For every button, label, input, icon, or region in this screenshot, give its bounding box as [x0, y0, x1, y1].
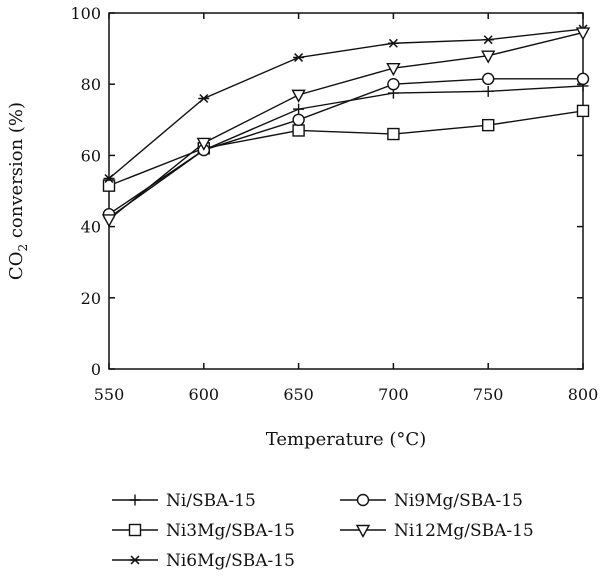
series-markers: [101, 24, 591, 228]
legend-label: Ni/SBA-15: [166, 491, 256, 511]
series-line-square: [108, 110, 584, 187]
data-point-circle: [387, 77, 400, 91]
y-tick-label: 20: [81, 289, 101, 308]
series-lines: [108, 28, 584, 221]
legend-label: Ni12Mg/SBA-15: [394, 521, 534, 541]
y-tick-label: 40: [81, 218, 101, 237]
data-point-circle: [482, 72, 495, 86]
x-axis-label: Temperature (°C): [266, 429, 426, 450]
data-point-square: [576, 104, 590, 118]
y-axis-label-suffix: conversion (%): [6, 102, 27, 244]
y-tick-label: 100: [70, 4, 101, 23]
data-point-triangle-down: [101, 214, 117, 228]
legend-marker-plus: [129, 494, 141, 506]
data-point-square: [482, 118, 495, 132]
data-point-triangle-down: [291, 89, 306, 103]
data-point-triangle-down: [575, 27, 591, 41]
data-point-plus: [293, 103, 305, 115]
x-tick-label: 600: [189, 385, 220, 404]
x-tick-label: 550: [94, 385, 125, 404]
y-axis-label-prefix: CO: [6, 252, 27, 281]
x-tick-label: 700: [378, 385, 409, 404]
data-point-asterisk: [387, 38, 399, 48]
data-point-triangle-down: [196, 137, 211, 151]
y-tick-label: 60: [81, 146, 101, 165]
plot-frame: [108, 12, 584, 370]
data-point-circle: [576, 72, 590, 86]
data-point-square: [102, 179, 116, 192]
data-point-asterisk: [293, 53, 305, 62]
series-line-asterisk: [108, 28, 584, 180]
data-point-square: [387, 127, 400, 141]
series-line-circle: [108, 78, 583, 215]
legend-label: Ni6Mg/SBA-15: [166, 551, 295, 571]
x-tick-label: 750: [473, 385, 504, 404]
x-tick-label: 650: [283, 385, 314, 404]
data-point-plus: [482, 85, 494, 97]
data-point-circle: [292, 113, 305, 127]
data-point-asterisk: [198, 93, 210, 103]
legend-marker-circle: [356, 493, 370, 507]
data-point-triangle-down: [386, 62, 401, 77]
data-point-asterisk: [482, 35, 494, 45]
y-axis-label-subscript: 2: [16, 244, 30, 252]
series-line-plus: [108, 85, 584, 219]
data-point-asterisk: [103, 174, 115, 184]
y-axis-label: CO2 conversion (%): [6, 102, 30, 280]
data-point-triangle-down: [481, 50, 496, 64]
legend-marker-asterisk: [129, 555, 141, 565]
y-tick-label: 0: [91, 360, 101, 379]
legend-marker-square: [128, 523, 142, 537]
series-line-triangle-down: [108, 31, 584, 221]
y-tick-label: 80: [81, 75, 101, 94]
legend: Ni/SBA-15 Ni3Mg/SBA-15 Ni6Mg/SBA-15 Ni9Mg/S…: [112, 491, 534, 571]
x-tick-label: 800: [568, 385, 599, 404]
data-point-square: [292, 124, 305, 137]
legend-marker-triangle-down: [355, 524, 371, 538]
axis-ticks: 550 600 650 700 750 800 0 20 40 60 80 100: [70, 4, 598, 404]
legend-label: Ni3Mg/SBA-15: [166, 521, 295, 541]
legend-label: Ni9Mg/SBA-15: [394, 491, 523, 511]
